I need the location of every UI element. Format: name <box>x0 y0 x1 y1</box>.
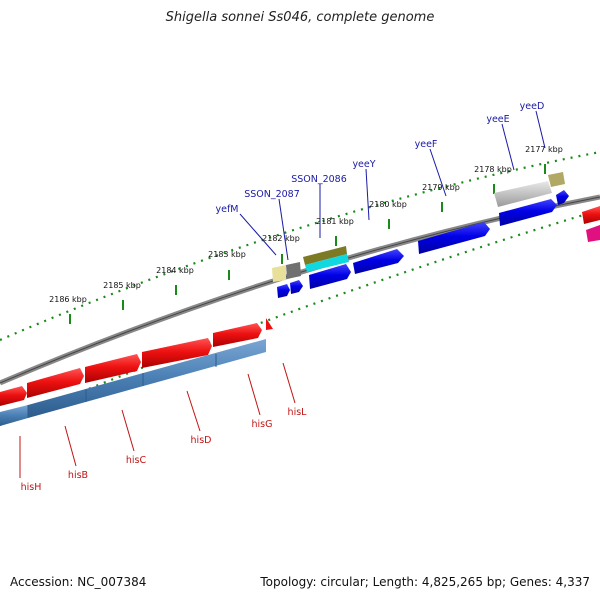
gene-label-reverse: hisD <box>191 435 212 446</box>
gene-leader-line <box>365 168 370 221</box>
gene-leader-line <box>278 198 289 261</box>
inner-scale-dotted <box>0 208 600 427</box>
gene-label-forward: yeeY <box>352 159 375 170</box>
gene-label-reverse: hisH <box>21 482 42 493</box>
gene-label-reverse: hisC <box>126 455 147 466</box>
gene-leader-line <box>121 409 135 452</box>
scale-tick-label: 2180 kbp <box>369 200 407 209</box>
gene-leader-line <box>239 213 277 256</box>
scale-tick-label: 2184 kbp <box>156 266 194 275</box>
gene-leader-line <box>282 362 296 404</box>
scale-tick-label: 2181 kbp <box>316 217 354 226</box>
gene-leader-line <box>64 425 77 467</box>
gene-label-forward: yeeD <box>520 101 545 112</box>
scale-tick-label: 2177 kbp <box>525 145 563 154</box>
scale-tick-label: 2182 kbp <box>262 234 300 243</box>
gene-label-forward: SSON_2086 <box>291 174 347 185</box>
scale-tick-label: 2186 kbp <box>49 295 87 304</box>
forward-cds-track <box>272 172 600 298</box>
outer-scale-dotted <box>0 150 600 342</box>
gene-label-forward: yeeF <box>415 139 438 150</box>
scale-tick-label: 2179 kbp <box>422 183 460 192</box>
gene-leader-line <box>429 148 447 197</box>
gene-label-forward: SSON_2087 <box>244 189 300 200</box>
gene-leader-line <box>186 390 201 432</box>
gene-label-reverse: hisG <box>252 419 273 430</box>
gene-leader-line <box>247 373 261 416</box>
gene-label-forward: yefM <box>215 204 238 215</box>
gene-label-reverse: hisL <box>288 407 308 418</box>
scale-tick-label: 2185 kbp <box>103 281 141 290</box>
gene-leader-line <box>535 110 546 149</box>
gene-label-reverse: hisB <box>68 470 88 481</box>
topology-info: Topology: circular; Length: 4,825,265 bp… <box>260 575 590 589</box>
gene-leader-line <box>501 123 515 171</box>
scale-tick-label: 2178 kbp <box>474 165 512 174</box>
scale-tick-label: 2183 kbp <box>208 250 246 259</box>
page-title: Shigella sonnei Ss046, complete genome <box>165 10 435 25</box>
reverse-cds-track <box>0 318 273 406</box>
gene-label-forward: yeeE <box>486 114 509 125</box>
accession-info: Accession: NC_007384 <box>10 575 147 589</box>
reverse-gene-band <box>0 339 266 426</box>
